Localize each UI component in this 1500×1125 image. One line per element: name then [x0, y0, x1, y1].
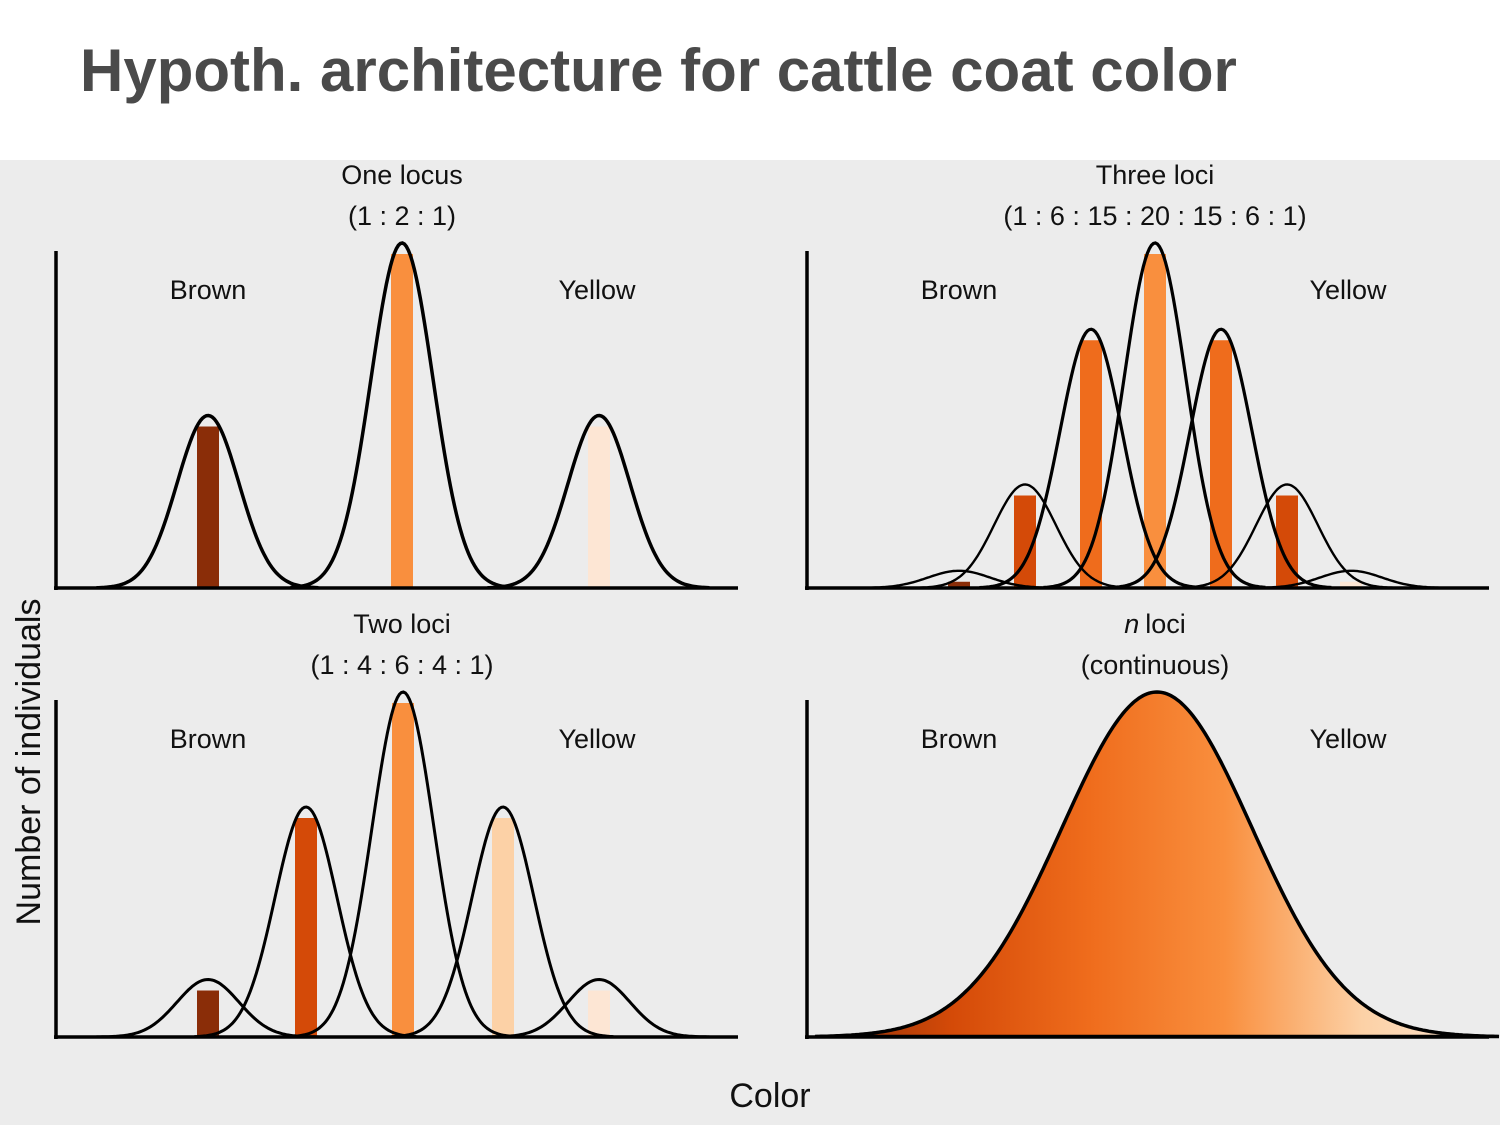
- class-curve: [1043, 241, 1266, 590]
- loci-word: loci: [1145, 609, 1186, 639]
- class-bar: [1340, 581, 1362, 588]
- brown-label: Brown: [921, 724, 998, 754]
- panel-two-loci: Two loci (1 : 4 : 6 : 4 : 1) Brown Yello…: [54, 609, 738, 1039]
- class-bar: [197, 990, 219, 1037]
- class-bar: [197, 426, 219, 588]
- brown-label: Brown: [170, 275, 247, 305]
- class-curve: [391, 805, 614, 1039]
- panel-ratio: (1 : 6 : 15 : 20 : 15 : 6 : 1): [1003, 201, 1306, 231]
- class-bar: [1276, 495, 1298, 588]
- brown-label: Brown: [170, 724, 247, 754]
- brown-label: Brown: [921, 275, 998, 305]
- panel-n-loci: n loci (continuous) Brown Yellow: [805, 609, 1500, 1039]
- x-axis-label: Color: [729, 1077, 810, 1115]
- class-bar: [948, 581, 970, 588]
- class-bar: [1210, 340, 1232, 588]
- class-curve: [290, 241, 513, 590]
- yellow-label: Yellow: [558, 724, 636, 754]
- panel-three-loci: Three loci (1 : 6 : 15 : 20 : 15 : 6 : 1…: [805, 160, 1489, 590]
- class-curve: [913, 483, 1136, 589]
- panel-one-locus: One locus (1 : 2 : 1) Brown Yellow: [54, 160, 738, 590]
- class-curve: [1109, 327, 1332, 590]
- class-bar: [588, 426, 610, 588]
- panel-ratio: (1 : 2 : 1): [348, 201, 456, 231]
- panel-ratio: (continuous): [1081, 650, 1230, 680]
- class-bar: [1144, 254, 1166, 588]
- panel-title: One locus: [341, 160, 463, 190]
- panel-title: n loci: [1124, 609, 1186, 639]
- yellow-label: Yellow: [1309, 275, 1387, 305]
- panel-title: Two loci: [353, 609, 451, 639]
- class-curve: [194, 805, 417, 1039]
- figure-area: Number of individuals Color One locus (1…: [0, 160, 1500, 1125]
- n-italic: n: [1124, 609, 1139, 639]
- plot-marks: [847, 241, 1462, 590]
- plot-marks: [96, 690, 710, 1039]
- class-bar: [492, 818, 514, 1037]
- class-curve: [979, 327, 1202, 590]
- continuous-distribution: [814, 690, 1500, 1039]
- class-bar: [588, 990, 610, 1037]
- figure-svg: Number of individuals Color One locus (1…: [10, 160, 1500, 1115]
- panel-title: Three loci: [1096, 160, 1215, 190]
- class-bar: [391, 254, 413, 588]
- yellow-label: Yellow: [558, 275, 636, 305]
- plot-marks: [96, 241, 710, 590]
- class-curve: [1175, 483, 1398, 589]
- slide-title: Hypoth. architecture for cattle coat col…: [80, 37, 1237, 104]
- class-curve: [291, 690, 514, 1038]
- panel-ratio: (1 : 4 : 6 : 4 : 1): [310, 650, 493, 680]
- yellow-label: Yellow: [1309, 724, 1387, 754]
- y-axis-label: Number of individuals: [10, 599, 48, 926]
- class-curve: [487, 413, 710, 590]
- plot-marks: [814, 690, 1500, 1039]
- class-curve: [96, 977, 319, 1039]
- class-curve: [96, 413, 319, 590]
- class-bar: [392, 703, 414, 1037]
- class-curve: [487, 977, 710, 1039]
- class-bar: [295, 818, 317, 1037]
- class-bar: [1014, 495, 1036, 588]
